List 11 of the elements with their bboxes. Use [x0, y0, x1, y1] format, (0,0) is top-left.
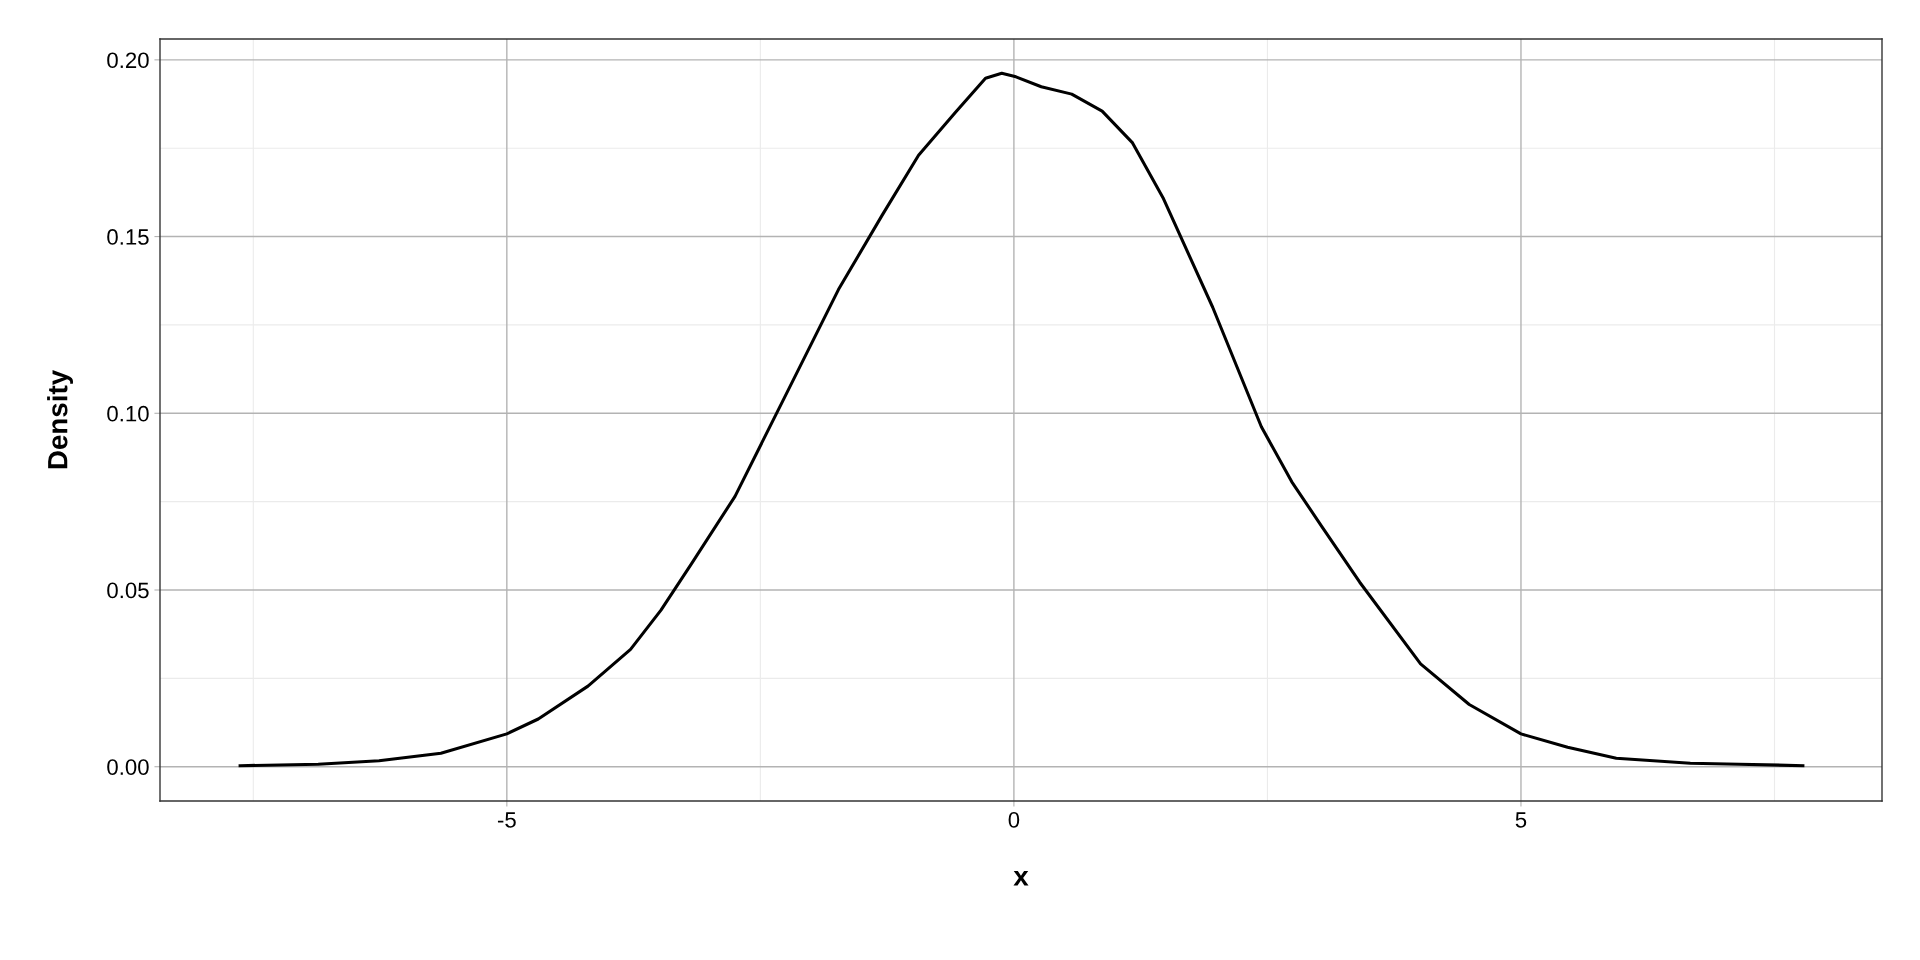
x-tick-label: 5 — [1515, 812, 1527, 828]
x-tick-label: -5 — [497, 812, 516, 828]
y-tick-label: 0.00 — [107, 759, 149, 775]
line-series — [238, 71, 1805, 768]
y-tick-label: 0.10 — [107, 405, 149, 422]
y-axis-title: Density — [47, 369, 73, 469]
x-tick-label: 0 — [1008, 812, 1020, 828]
y-tick-label: 0.05 — [107, 582, 149, 599]
y-tick-label: 0.15 — [107, 229, 149, 245]
y-tick-label: 0.20 — [107, 52, 149, 69]
x-axis-title: x — [1013, 870, 1029, 886]
